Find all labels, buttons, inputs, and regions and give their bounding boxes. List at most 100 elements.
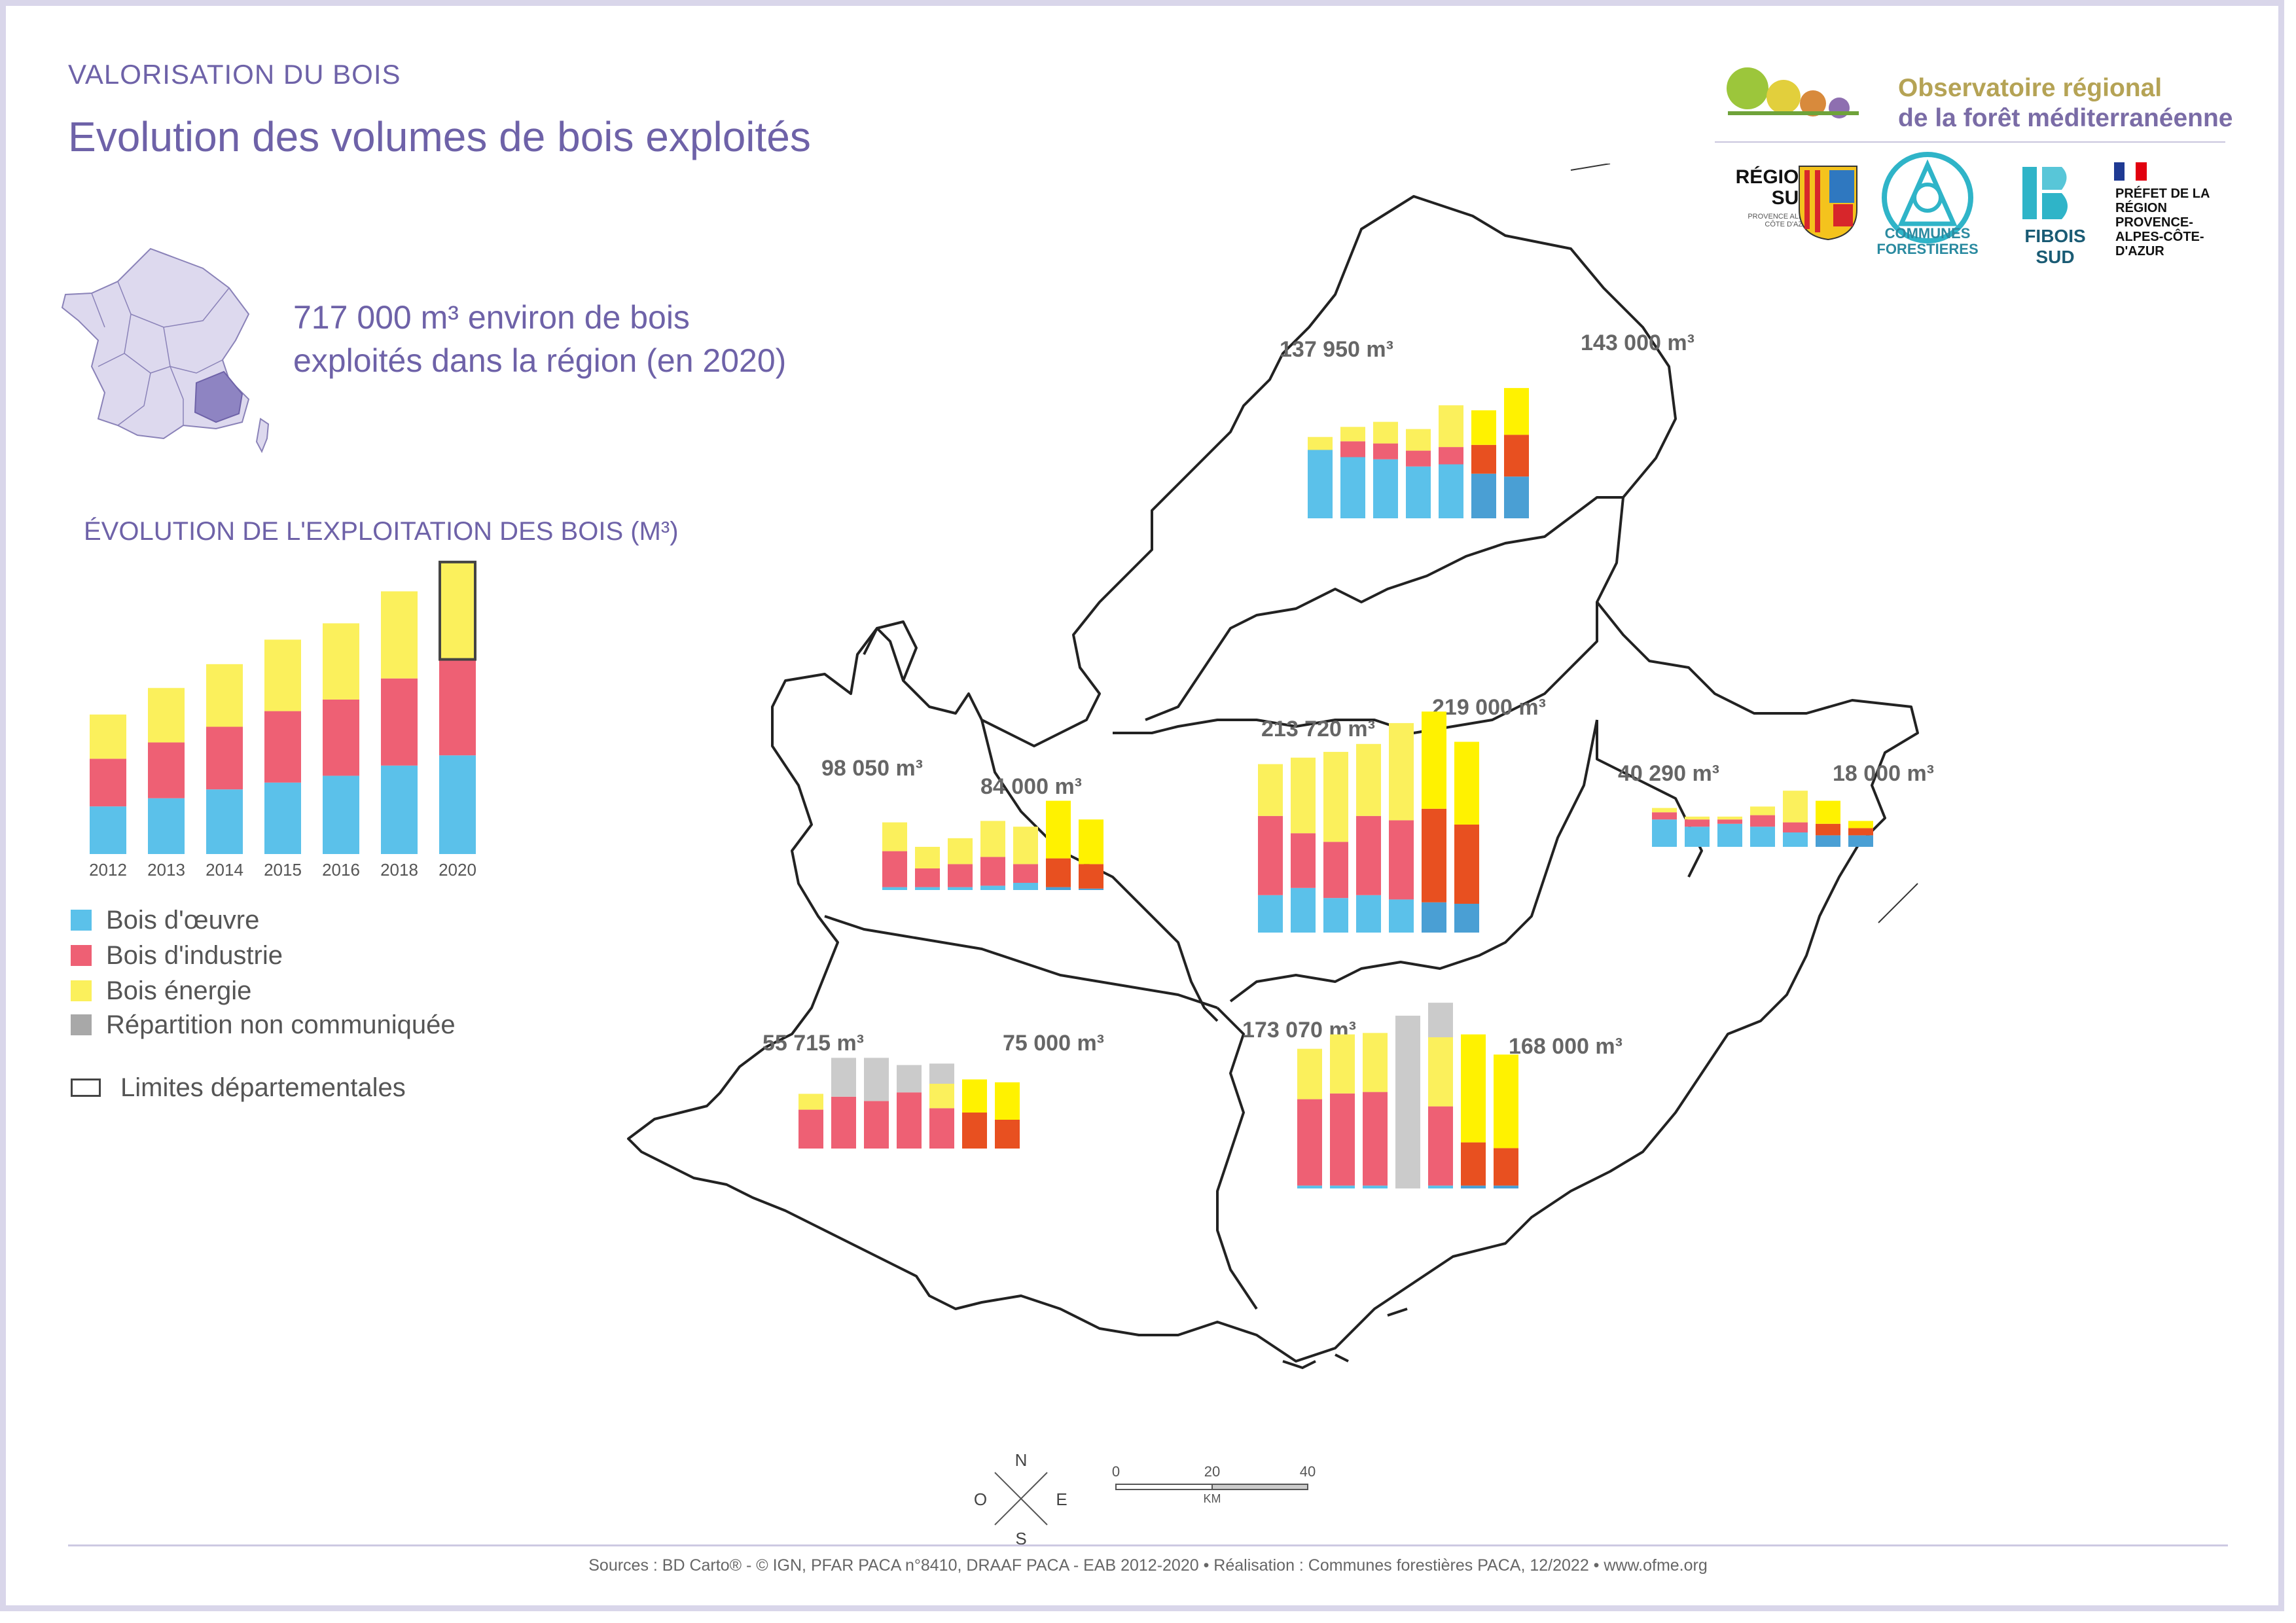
dept-border-6 [1229, 719, 1598, 1003]
main-bar-2020-boisduvre [439, 755, 476, 854]
fibois-text: FIBOIS SUD [2024, 226, 2086, 267]
region-6-bar-2013-boisnergie [1330, 1034, 1355, 1094]
region-6-bar-2012-boisnergie [1297, 1048, 1322, 1099]
region-4-bar-2012-boisdindustrie [882, 851, 907, 887]
region-4-bar-2014-boisdindustrie [948, 864, 973, 887]
region-5-bar-2016-rpartitionnoncommunique [929, 1063, 954, 1084]
flag-blue [2114, 162, 2125, 181]
summary-text: 717 000 m³ environ de bois exploités dan… [293, 296, 786, 382]
region-5-bar-2018-boisdindustrie [962, 1113, 987, 1149]
shield-stripe-1 [1804, 170, 1810, 229]
observatoire-line-2: de la forêt méditerranéenne [1898, 104, 2233, 132]
main-bar-2012-boisdindustrie [90, 758, 126, 807]
legend-item-oeuvre: Bois d'œuvre [71, 903, 259, 937]
region-3-bar-2018-boisduvre [1816, 835, 1840, 847]
scale-unit: KM [1204, 1492, 1221, 1505]
main-axis-label-2012: 2012 [89, 860, 127, 880]
main-bar-2018-boisduvre [381, 765, 418, 854]
scale-tick-0: 0 [1112, 1463, 1120, 1480]
region-label-left-5: 55 715 m³ [762, 1031, 864, 1056]
region-5-bar-2020-boisnergie [995, 1082, 1020, 1120]
region-4-bar-2013-boisnergie [915, 847, 940, 868]
cf-logo-inner [1912, 183, 1943, 213]
region-2-bar-2013-boisdindustrie [1291, 833, 1316, 888]
shield-red [1833, 204, 1853, 226]
main-bar-2012-boisnergie [90, 714, 126, 759]
region-label-right-1: 143 000 m³ [1581, 330, 1695, 355]
scale-tick-20: 20 [1204, 1463, 1220, 1480]
region-5-bar-2016-boisdindustrie [929, 1108, 954, 1149]
region-chart-1: 137 950 m³ 143 000 m³ [1280, 330, 1695, 518]
region-2-bar-2016-boisnergie [1389, 722, 1414, 821]
region-1-bar-2020-boisdindustrie [1504, 435, 1529, 477]
page-title: Evolution des volumes de bois exploités [68, 113, 811, 160]
region-label-right-2: 219 000 m³ [1432, 695, 1546, 720]
region-4-bar-2016-boisnergie [1013, 827, 1038, 865]
logo-separator [1715, 141, 2225, 143]
region-3-bar-2012-boisnergie [1652, 808, 1677, 813]
main-bar-2014-boisnergie [206, 664, 243, 727]
republique-flag [2114, 162, 2147, 181]
region-1-bar-2018-boisdindustrie [1471, 444, 1496, 474]
region-label-left-4: 98 050 m³ [821, 756, 923, 781]
paca-region [194, 370, 243, 423]
shield-stripe-2 [1815, 170, 1820, 232]
region-3-bar-2012-boisduvre [1652, 819, 1677, 847]
region-2-bar-2020-boisnergie [1454, 741, 1479, 825]
region-1-bar-2018-boisduvre [1471, 473, 1496, 518]
region-2-bar-2014-boisnergie [1323, 751, 1348, 842]
dept-border-5 [1216, 1007, 1258, 1310]
region-6-bar-2018-boisnergie [1461, 1034, 1486, 1143]
france-inset-map [61, 247, 270, 454]
region-1-bar-2014-boisnergie [1373, 421, 1398, 444]
dept-border-4 [824, 915, 1218, 1009]
main-bar-2015-boisduvre [264, 782, 301, 854]
region-chart-4: 98 050 m³ 84 000 m³ [821, 756, 1103, 890]
region-1-bar-2018-boisnergie [1471, 410, 1496, 445]
fibois-logo [2022, 167, 2068, 219]
region-6-bar-2013-boisdindustrie [1330, 1093, 1355, 1186]
ofme-logo-circle-2 [1767, 80, 1801, 114]
compass-diagonal-2 [994, 1472, 1048, 1525]
compass-o: O [974, 1489, 987, 1509]
region-2-bar-2015-boisnergie [1356, 743, 1381, 816]
region-6-bar-2020-boisduvre [1494, 1185, 1518, 1188]
corsica [255, 418, 270, 454]
region-6-bar-2016-boisduvre [1428, 1185, 1453, 1188]
observatoire-line-1: Observatoire régional [1898, 74, 2162, 102]
region-4-bar-2018-boisdindustrie [1046, 858, 1071, 887]
region-3-bar-2018-boisdindustrie [1816, 823, 1840, 836]
ofme-logo-circle-3 [1800, 90, 1826, 116]
region-2-bar-2020-boisdindustrie [1454, 825, 1479, 904]
region-1-bar-2016-boisnergie [1439, 405, 1463, 448]
region-1-bar-2014-boisduvre [1373, 459, 1398, 518]
summary-line-2: exploités dans la région (en 2020) [293, 342, 787, 379]
main-bar-2016-boisdindustrie [323, 699, 359, 776]
main-axis-label-2016: 2016 [322, 860, 360, 880]
region-6-bar-2014-boisnergie [1363, 1033, 1388, 1092]
compass-e: E [1056, 1489, 1067, 1509]
region-6-bar-2016-boisdindustrie [1428, 1106, 1453, 1186]
region-4-bar-2015-boisdindustrie [980, 857, 1005, 886]
main-bar-2016-boisnergie [323, 623, 359, 700]
legend-label-energie: Bois énergie [106, 976, 252, 1005]
region-2-bar-2018-boisduvre [1422, 902, 1446, 933]
region-label-left-2: 213 720 m³ [1261, 717, 1375, 741]
region-1-bar-2016-boisduvre [1439, 464, 1463, 518]
region-2-bar-2012-boisdindustrie [1258, 815, 1283, 895]
legend-swatch-industrie [71, 945, 92, 966]
vaucluse-enclave [863, 620, 918, 681]
summary-line-1: 717 000 m³ environ de bois [293, 299, 690, 336]
main-bar-2018-boisdindustrie [381, 678, 418, 766]
dept-border-1 [1145, 496, 1623, 721]
region-5-bar-2014-rpartitionnoncommunique [864, 1058, 889, 1101]
region-2-bar-2015-boisduvre [1356, 895, 1381, 933]
region-2-bar-2013-boisduvre [1291, 887, 1316, 933]
flag-red [2136, 162, 2147, 181]
region-4-bar-2020-boisdindustrie [1079, 864, 1103, 889]
region-3-bar-2014-boisdindustrie [1717, 819, 1742, 824]
region-3-bar-2013-boisdindustrie [1685, 819, 1710, 827]
region-2-bar-2014-boisdindustrie [1323, 842, 1348, 899]
region-3-bar-2020-boisnergie [1848, 821, 1873, 829]
